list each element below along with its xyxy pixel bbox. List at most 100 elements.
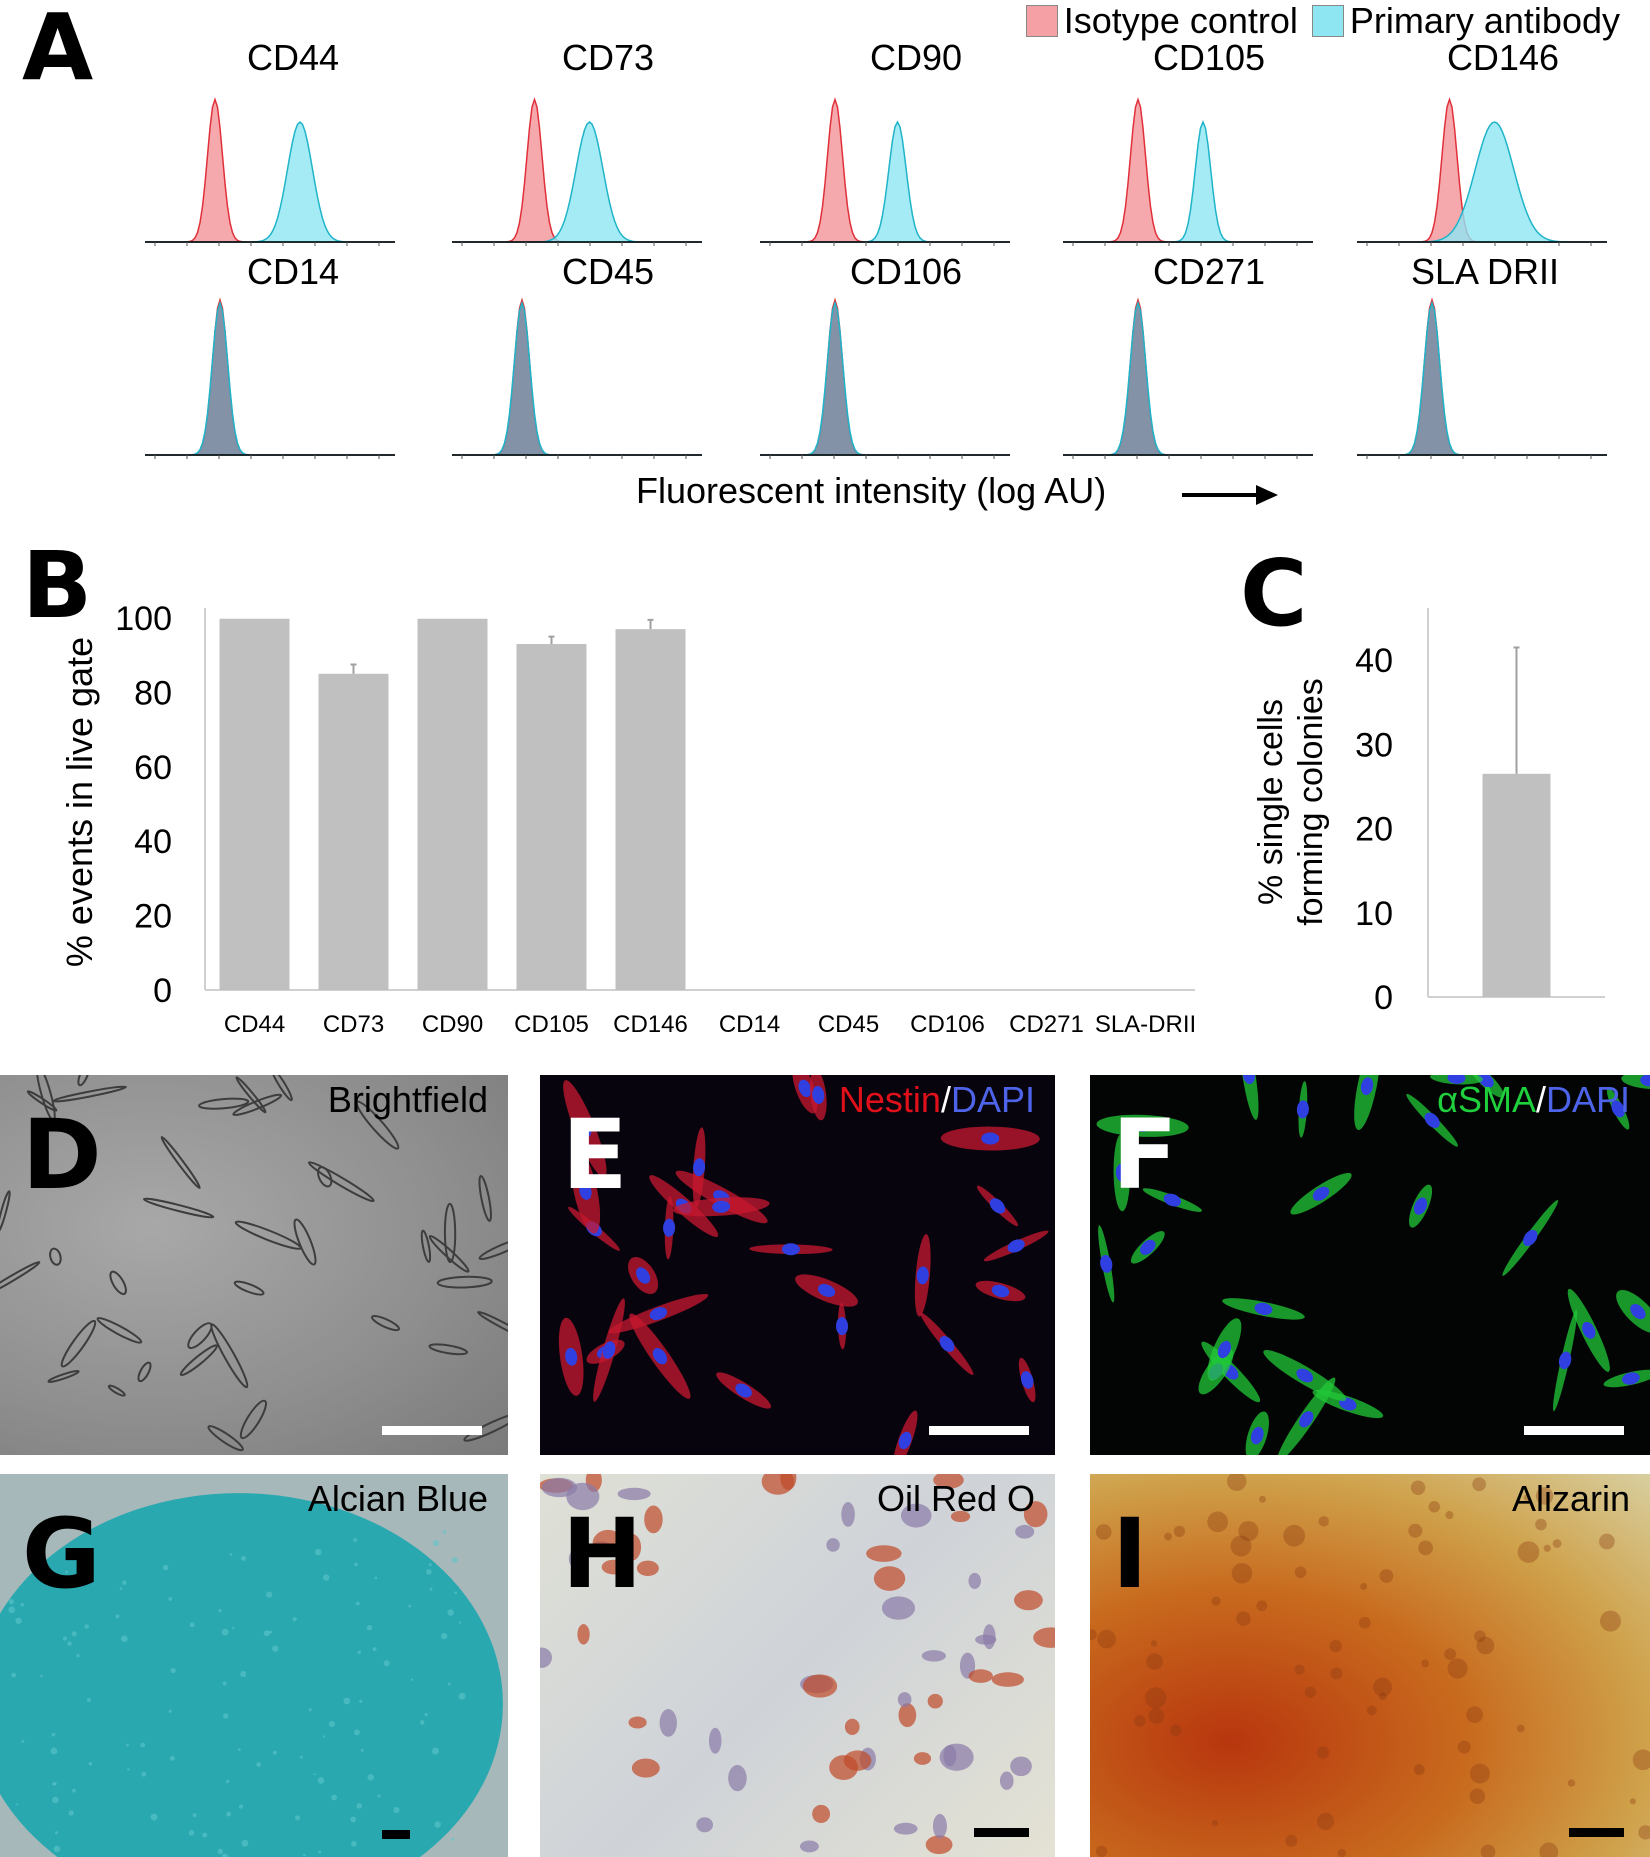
- primary-curve: [452, 121, 702, 243]
- micrograph-nestin: [558, 1075, 1049, 1455]
- texture-dot: [366, 1624, 373, 1631]
- texture-dot: [351, 1841, 357, 1847]
- histogram-cd90: [760, 97, 1010, 246]
- mineral-nodule: [1421, 1659, 1430, 1668]
- histogram-x-label: Fluorescent intensity (log AU): [636, 470, 1107, 511]
- texture-dot: [454, 1591, 458, 1595]
- mineral-nodule: [1373, 1677, 1392, 1697]
- y-axis-label: % single cells forming colonies: [1252, 678, 1330, 926]
- texture-dot: [424, 1712, 428, 1717]
- cell-shape: [0, 1261, 41, 1298]
- texture-dot: [41, 1530, 47, 1536]
- nucleus: [1582, 1321, 1596, 1339]
- mineral-nodule: [1444, 1648, 1457, 1661]
- texture-dot: [350, 1816, 357, 1823]
- texture-dot: [263, 1630, 270, 1637]
- bar: [417, 618, 488, 990]
- mineral-nodule: [1337, 1848, 1347, 1857]
- texture-dot: [89, 1554, 93, 1558]
- histogram-label: CD73: [562, 37, 654, 78]
- lipid-droplet: [659, 1709, 677, 1737]
- texture-dot: [222, 1853, 228, 1857]
- texture-dot: [393, 1807, 400, 1814]
- texture-dot: [353, 1538, 357, 1542]
- lipid-droplet: [975, 1634, 997, 1645]
- texture-dot: [86, 1697, 91, 1702]
- mineral-nodule: [1256, 1600, 1268, 1612]
- mineral-nodule: [1474, 1630, 1486, 1642]
- x-tick-label: CD45: [818, 1011, 879, 1038]
- mineral-nodule: [1146, 1653, 1163, 1670]
- texture-dot: [357, 1650, 362, 1655]
- bar: [1482, 773, 1551, 997]
- mineral-nodule: [1316, 1746, 1330, 1759]
- lipid-droplet: [881, 1596, 916, 1620]
- lipid-droplet: [921, 1650, 947, 1662]
- mineral-nodule: [1567, 1779, 1576, 1787]
- cell-shape: [49, 1247, 62, 1266]
- isotype-curve: [1357, 297, 1607, 456]
- bar: [615, 629, 686, 990]
- mineral-nodule: [1211, 1820, 1218, 1827]
- cell-shape: [187, 1322, 213, 1350]
- histogram-label: SLA DRII: [1411, 251, 1559, 292]
- lipid-droplet: [968, 1669, 993, 1683]
- nucleus: [991, 1284, 1010, 1298]
- nucleus: [602, 1341, 616, 1359]
- texture-dot: [62, 1636, 68, 1641]
- texture-dot: [429, 1587, 433, 1591]
- nucleus: [1478, 1075, 1494, 1088]
- cell-shape: [109, 1270, 127, 1296]
- mineral-nodule: [1476, 1636, 1495, 1655]
- lipid-droplet: [636, 1560, 659, 1576]
- lipid-droplet: [991, 1672, 1024, 1687]
- image-panel-i: Alizarin I: [1090, 1474, 1650, 1857]
- primary-curve: [760, 120, 1010, 243]
- texture-dot: [16, 1803, 19, 1806]
- nucleus: [565, 1347, 578, 1366]
- mineral-nodule: [1638, 1825, 1650, 1840]
- nucleus: [1296, 1368, 1314, 1383]
- lipid-droplet: [893, 1822, 918, 1835]
- cell-shape: [371, 1315, 401, 1332]
- mineral-nodule: [1227, 1474, 1247, 1491]
- nucleus: [652, 1348, 668, 1365]
- isotype-curve: [145, 297, 395, 456]
- texture-dot: [458, 1621, 462, 1624]
- texture-dot: [442, 1530, 447, 1534]
- legend-primary-swatch: [1311, 5, 1344, 37]
- texture-dot: [237, 1748, 241, 1751]
- texture-dot: [168, 1597, 173, 1601]
- nucleus: [1360, 1077, 1374, 1096]
- lipid-droplet: [617, 1487, 651, 1501]
- y-tick-label: 40: [134, 823, 172, 861]
- y-tick-label: 0: [1374, 979, 1393, 1017]
- histogram-label: CD105: [1153, 37, 1265, 78]
- cell-shape: [428, 1343, 469, 1356]
- nucleus: [798, 1079, 812, 1098]
- y-axis-label-line2: forming colonies: [1292, 678, 1330, 926]
- texture-dot: [360, 1748, 364, 1752]
- mineral-nodule: [1472, 1477, 1486, 1492]
- lipid-droplet: [566, 1482, 600, 1511]
- cell-shape: [239, 1399, 267, 1440]
- texture-dot: [354, 1562, 358, 1567]
- mineral-nodule: [1318, 1516, 1330, 1527]
- cell-shape: [137, 1361, 152, 1383]
- mineral-nodule: [1283, 1524, 1306, 1547]
- nucleus: [1115, 1163, 1128, 1182]
- lipid-droplet: [628, 1716, 647, 1729]
- cell-shape: [35, 1075, 56, 1122]
- texture-dot: [189, 1622, 195, 1628]
- y-tick-label: 30: [1355, 726, 1393, 764]
- nucleus: [1558, 1351, 1572, 1370]
- mineral-nodule: [1599, 1533, 1615, 1550]
- mineral-nodule: [1523, 1494, 1530, 1501]
- mineral-nodule: [1517, 1541, 1540, 1563]
- cell-shape: [355, 1100, 400, 1150]
- texture-dot: [15, 1617, 22, 1624]
- lipid-droplet: [622, 1533, 642, 1561]
- texture-dot: [20, 1603, 24, 1607]
- texture-dot: [447, 1682, 451, 1686]
- histogram-label: CD106: [850, 251, 962, 292]
